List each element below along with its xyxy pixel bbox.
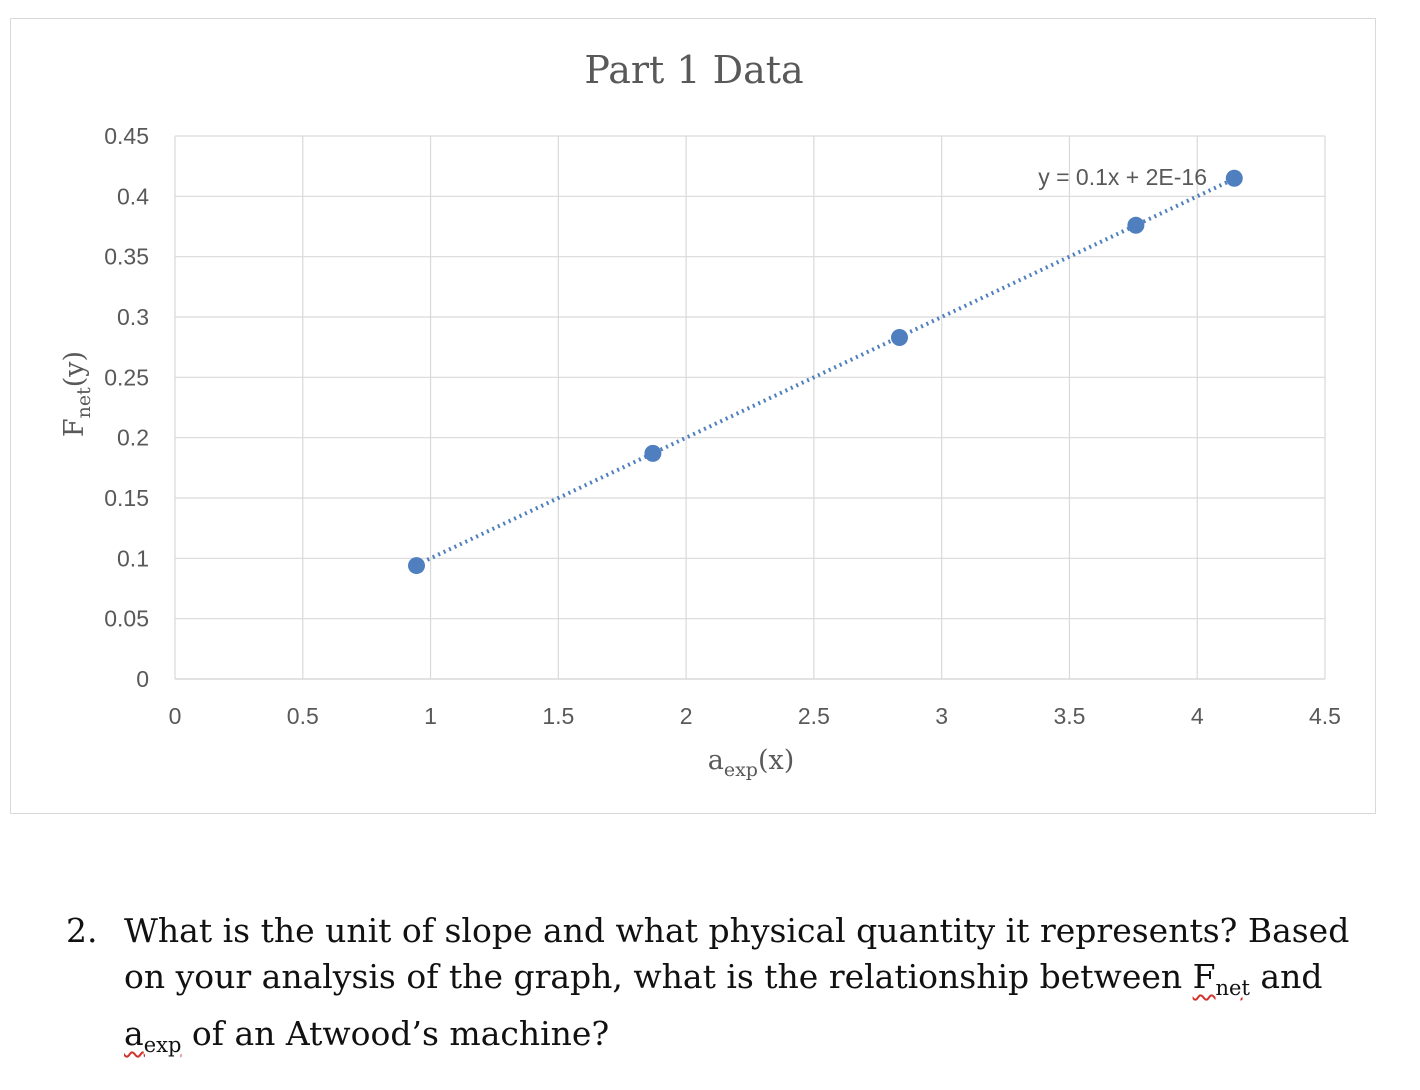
question-text-part-1: What is the unit of slope and what physi… (124, 911, 1350, 996)
y-tick-label: 0.2 (117, 425, 149, 451)
x-tick-label: 0.5 (287, 703, 319, 729)
x-tick-label: 3 (935, 703, 948, 729)
question-text-part-2: and (1249, 957, 1323, 996)
y-tick-label: 0.4 (117, 183, 149, 209)
y-tick-label: 0.35 (104, 244, 149, 270)
term-fnet: Fnet (1192, 957, 1250, 1000)
trendline-equation: y = 0.1x + 2E-16 (1038, 164, 1207, 190)
y-tick-label: 0.1 (117, 545, 149, 571)
y-tick-label: 0.05 (104, 606, 149, 632)
y-tick-label: 0.45 (104, 123, 149, 149)
x-tick-label: 3.5 (1053, 703, 1085, 729)
grid (174, 135, 1326, 680)
data-point (1225, 169, 1243, 187)
x-axis-label-tail: (x) (758, 745, 794, 776)
x-axis-label: aexp(x) (708, 745, 795, 781)
y-tick-label: 0.25 (104, 364, 149, 390)
x-tick-label: 0 (169, 703, 182, 729)
x-axis-label-main: a (708, 745, 724, 776)
x-tick-label: 4.5 (1309, 703, 1341, 729)
x-tick-label: 1.5 (542, 703, 574, 729)
question-text: What is the unit of slope and what physi… (124, 908, 1386, 1068)
data-point (644, 444, 662, 462)
x-tick-label: 2 (680, 703, 693, 729)
question-number: 2. (66, 911, 98, 950)
data-point (1127, 216, 1145, 234)
data-point (891, 329, 908, 347)
x-tick-label: 4 (1191, 703, 1204, 729)
data-point (408, 557, 425, 575)
chart-title: Part 1 Data (584, 48, 803, 92)
x-tick-label: 1 (424, 703, 437, 729)
tick-labels: 0 0.05 0.1 0.15 0.2 0.25 0.3 0.35 0.4 0.45 0 0.5 1 1.… (104, 123, 1341, 729)
y-axis-label-sub: net (73, 387, 95, 418)
y-axis-label-main: F (59, 418, 90, 437)
scatter-chart: Part 1 Data 0 0.05 0.1 0.15 0.2 0.25 0.3 0.35 0.… (59, 48, 1341, 781)
x-tick-label: 2.5 (798, 703, 830, 729)
y-axis-label: Fnet(y) (59, 351, 95, 437)
chart-area: Part 1 Data 0 0.05 0.1 0.15 0.2 0.25 0.3 0.35 0.… (10, 18, 1376, 814)
y-tick-label: 0.15 (104, 485, 149, 511)
x-axis-label-sub: exp (724, 759, 758, 781)
y-axis-label-tail: (y) (59, 351, 90, 387)
term-aexp: aexp (124, 1014, 182, 1057)
y-tick-label: 0.3 (117, 304, 149, 330)
trendline-group (415, 177, 1236, 567)
data-points (408, 169, 1243, 575)
question-block: 2. What is the unit of slope and what ph… (66, 908, 1386, 1068)
y-tick-label: 0 (136, 666, 149, 692)
trendline (415, 177, 1236, 567)
question-text-part-3: of an Atwood’s machine? (181, 1014, 610, 1053)
